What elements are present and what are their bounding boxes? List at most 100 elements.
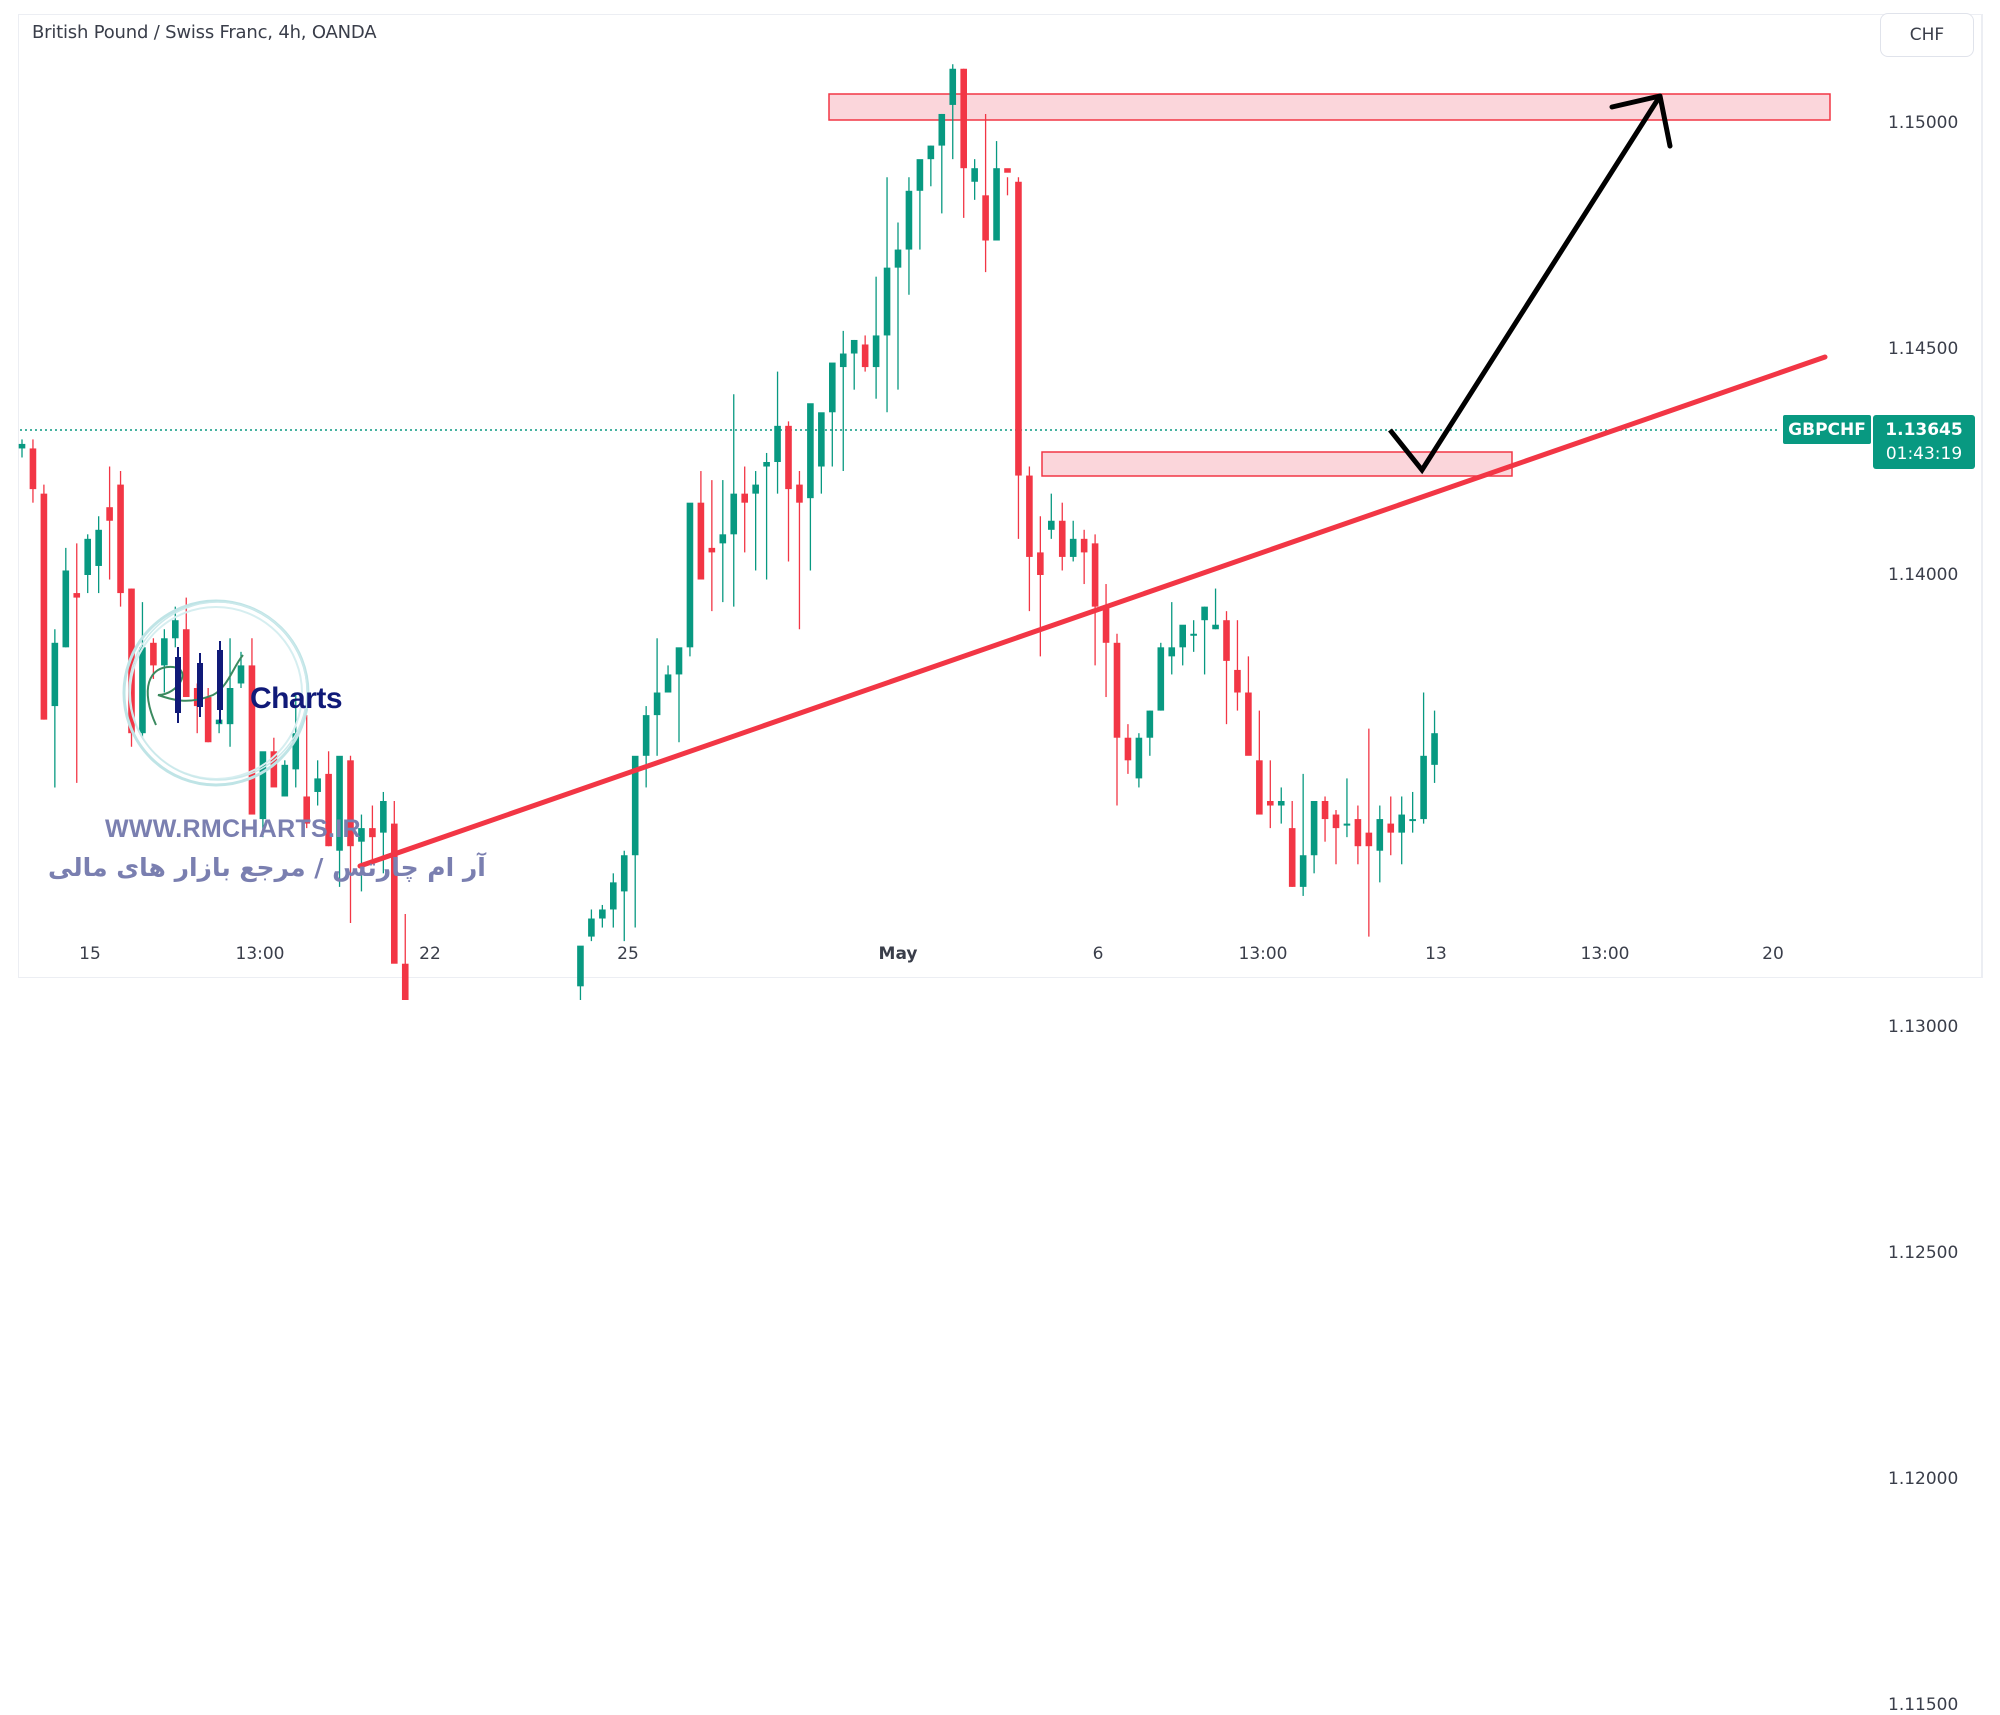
candle	[1431, 710, 1438, 783]
rmcharts-logo-icon	[122, 599, 310, 787]
candle	[29, 439, 37, 503]
candle	[982, 113, 989, 273]
candle	[894, 222, 902, 390]
projection-path[interactable]	[1388, 94, 1663, 475]
watermark-url: WWW.RMCHARTS.IR	[105, 815, 361, 843]
candle	[730, 394, 738, 607]
candle	[347, 755, 354, 924]
candle	[18, 439, 26, 458]
candle	[1015, 177, 1022, 539]
candle	[872, 276, 880, 399]
candle	[1299, 773, 1307, 896]
candle	[336, 755, 343, 887]
currency-button[interactable]: CHF	[1880, 13, 1974, 57]
candle	[1113, 633, 1121, 806]
candle	[1004, 168, 1011, 196]
candle	[325, 751, 332, 847]
candle	[938, 113, 946, 214]
candle	[1387, 796, 1395, 856]
candle	[1310, 801, 1318, 874]
candle	[1256, 710, 1263, 815]
candle	[1135, 733, 1143, 788]
candle	[861, 335, 869, 372]
price-tick-label: 1.12000	[1888, 1469, 1959, 1489]
candle	[1321, 796, 1329, 842]
last-price-tag: 1.13645 01:43:19	[1873, 415, 1975, 469]
candle	[796, 471, 803, 630]
candle	[631, 755, 639, 928]
candle	[281, 760, 289, 797]
logo-text: Charts	[250, 682, 343, 715]
candle	[84, 534, 91, 594]
candle	[774, 371, 781, 494]
price-tick-label: 1.14000	[1888, 565, 1959, 585]
time-tick-label: 13	[1425, 944, 1447, 964]
price-tick-label: 1.15000	[1888, 113, 1959, 133]
candle	[369, 805, 376, 860]
candle	[226, 638, 234, 747]
candle	[1201, 606, 1208, 675]
candle	[391, 801, 398, 964]
overlays-layer	[357, 93, 1828, 869]
resistance-zone[interactable]	[828, 93, 1831, 121]
chart-title: British Pound / Swiss Franc, 4h, OANDA	[32, 22, 377, 43]
candle	[675, 647, 683, 743]
price-tick-label: 1.14500	[1888, 339, 1959, 359]
candle	[358, 814, 365, 892]
candle	[1212, 588, 1219, 630]
candle	[1190, 620, 1197, 652]
candle	[95, 516, 102, 594]
candle	[927, 145, 935, 187]
candle	[785, 421, 792, 562]
candle	[1037, 516, 1044, 657]
candle	[642, 706, 650, 788]
candle	[741, 466, 748, 553]
candle	[883, 177, 891, 413]
candle	[763, 452, 770, 580]
candle	[1223, 611, 1230, 725]
chart-canvas[interactable]	[0, 0, 2000, 1000]
candle	[829, 362, 836, 467]
time-tick-label: 20	[1762, 944, 1784, 964]
candle	[161, 629, 168, 693]
time-tick-label: 13:00	[1580, 944, 1630, 964]
candle	[1245, 656, 1252, 756]
arrowhead-icon	[1609, 93, 1673, 149]
symbol-tag: GBPCHF	[1783, 415, 1871, 444]
time-tick-label: 22	[419, 944, 441, 964]
time-tick-label: May	[878, 944, 918, 964]
trendline[interactable]	[357, 354, 1828, 869]
candle	[106, 466, 113, 580]
candle	[588, 909, 595, 942]
support-zone[interactable]	[1041, 451, 1513, 477]
candle	[1157, 642, 1165, 711]
candle	[686, 502, 694, 657]
candle	[73, 543, 81, 783]
candle	[653, 638, 661, 756]
candle	[117, 471, 124, 607]
zones-layer	[828, 93, 1831, 477]
candle	[1026, 466, 1033, 612]
time-tick-label: 13:00	[235, 944, 285, 964]
candle	[1091, 534, 1099, 666]
candle	[303, 715, 310, 829]
candle	[314, 760, 321, 806]
candle	[905, 177, 913, 295]
time-tick-label: 6	[1092, 944, 1104, 964]
candle	[971, 159, 978, 200]
candle	[708, 480, 716, 612]
candle	[150, 638, 157, 679]
candle	[807, 403, 814, 571]
candle	[1168, 602, 1176, 675]
candle	[960, 68, 967, 218]
candle	[850, 339, 858, 390]
candle	[259, 751, 267, 838]
candle	[1277, 787, 1285, 824]
candle	[1080, 529, 1088, 585]
price-tick-label: 1.12500	[1888, 1243, 1959, 1263]
candles-layer	[18, 64, 1438, 1000]
candle	[1102, 584, 1110, 698]
candle	[1048, 493, 1055, 539]
candle	[1124, 724, 1132, 774]
price-axis-separator	[1982, 14, 1983, 978]
